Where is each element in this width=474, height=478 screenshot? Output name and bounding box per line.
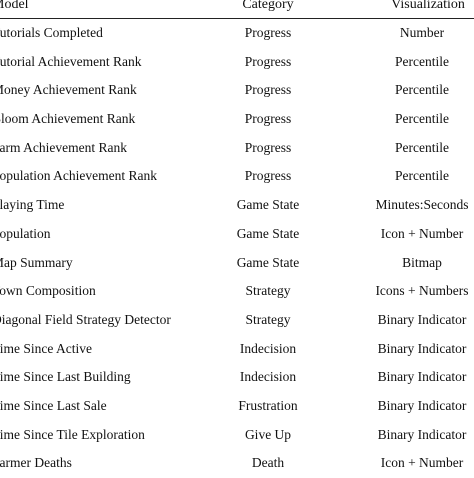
cell-model: Town Composition [0, 283, 96, 299]
table-row: Tutorials Completed Progress Number [0, 19, 474, 48]
cell-category: Death [251, 455, 285, 471]
cell-category: Progress [244, 168, 292, 184]
cell-category: Progress [244, 25, 292, 40]
cell-visualization: Percentile [395, 53, 449, 69]
table-row: Time Since Active Indecision Binary Indica… [0, 335, 474, 364]
table-body: Tutorials Completed Progress Number Tutoria… [0, 19, 474, 478]
cell-model: Population [0, 225, 51, 241]
cell-model: Bloom Achievement Rank [0, 111, 136, 127]
cell-category: Game State [236, 225, 300, 241]
cell-category: Progress [244, 139, 292, 155]
cell-model: Tutorial Achievement Rank [0, 53, 142, 69]
cell-category: Progress [244, 111, 292, 127]
table-row: Population Game State Icon + Number [0, 220, 474, 249]
cell-visualization: Binary Indicator [377, 426, 467, 442]
cell-visualization: Percentile [395, 111, 449, 127]
table-row: Map Summary Game State Bitmap [0, 249, 474, 278]
cell-category: Indecision [239, 369, 297, 385]
cell-model: Population Achievement Rank [0, 168, 157, 184]
cell-model: Tutorials Completed [0, 25, 103, 40]
cell-model: Diagonal Field Strategy Detector [0, 311, 171, 327]
cell-visualization: Minutes:Seconds [375, 197, 469, 213]
table-row: Tutorial Achievement Rank Progress Percent… [0, 48, 474, 77]
cell-visualization: Number [399, 25, 445, 40]
cell-visualization: Icon + Number [380, 225, 464, 241]
cell-visualization: Percentile [395, 82, 449, 98]
table-header-row: Model Category Visualization [0, 0, 474, 19]
cell-category: Game State [236, 254, 300, 270]
cell-category: Give Up [244, 426, 292, 442]
cell-category: Game State [236, 197, 300, 213]
cell-model: Time Since Last Building [0, 369, 131, 385]
cell-visualization: Binary Indicator [377, 340, 467, 356]
cell-model: Money Achievement Rank [0, 82, 137, 98]
cell-category: Indecision [239, 340, 297, 356]
cell-category: Strategy [245, 283, 291, 299]
table-row: Bloom Achievement Rank Progress Percentile [0, 105, 474, 134]
table-row: Town Composition Strategy Icons + Numbers [0, 277, 474, 306]
cell-model: Time Since Active [0, 340, 92, 356]
cell-visualization: Percentile [395, 139, 449, 155]
table-row: Playing Time Game State Minutes:Seconds [0, 191, 474, 220]
cell-category: Progress [244, 82, 292, 98]
cell-visualization: Binary Indicator [377, 311, 467, 327]
table-row: Population Achievement Rank Progress Perce… [0, 162, 474, 191]
cell-model: Time Since Last Sale [0, 397, 107, 413]
table-row: Diagonal Field Strategy Detector Strategy… [0, 306, 474, 335]
table-row: Time Since Last Building Indecision Binary… [0, 363, 474, 392]
cell-visualization: Icon + Number [380, 455, 464, 471]
header-visualization: Visualization [391, 0, 465, 12]
table-row: Farmer Deaths Death Icon + Number [0, 449, 474, 478]
table-row: Time Since Last Sale Frustration Binary In… [0, 392, 474, 421]
cell-model: Map Summary [0, 254, 73, 270]
cell-model: Playing Time [0, 197, 65, 213]
cell-category: Progress [244, 53, 292, 69]
cell-model: Time Since Tile Exploration [0, 426, 145, 442]
cell-model: Farm Achievement Rank [0, 139, 127, 155]
header-category: Category [242, 0, 294, 12]
cell-category: Frustration [238, 397, 298, 413]
cell-model: Farmer Deaths [0, 455, 72, 471]
table-row: Money Achievement Rank Progress Percentile [0, 76, 474, 105]
cell-visualization: Icons + Numbers [375, 283, 469, 299]
cell-category: Strategy [245, 311, 291, 327]
cell-visualization: Binary Indicator [377, 397, 467, 413]
header-model: Model [0, 0, 29, 12]
table-row: Farm Achievement Rank Progress Percentile [0, 134, 474, 163]
cell-visualization: Binary Indicator [377, 369, 467, 385]
cell-visualization: Percentile [395, 168, 449, 184]
cell-visualization: Bitmap [402, 254, 442, 270]
table-row: Time Since Tile Exploration Give Up Binary… [0, 421, 474, 450]
